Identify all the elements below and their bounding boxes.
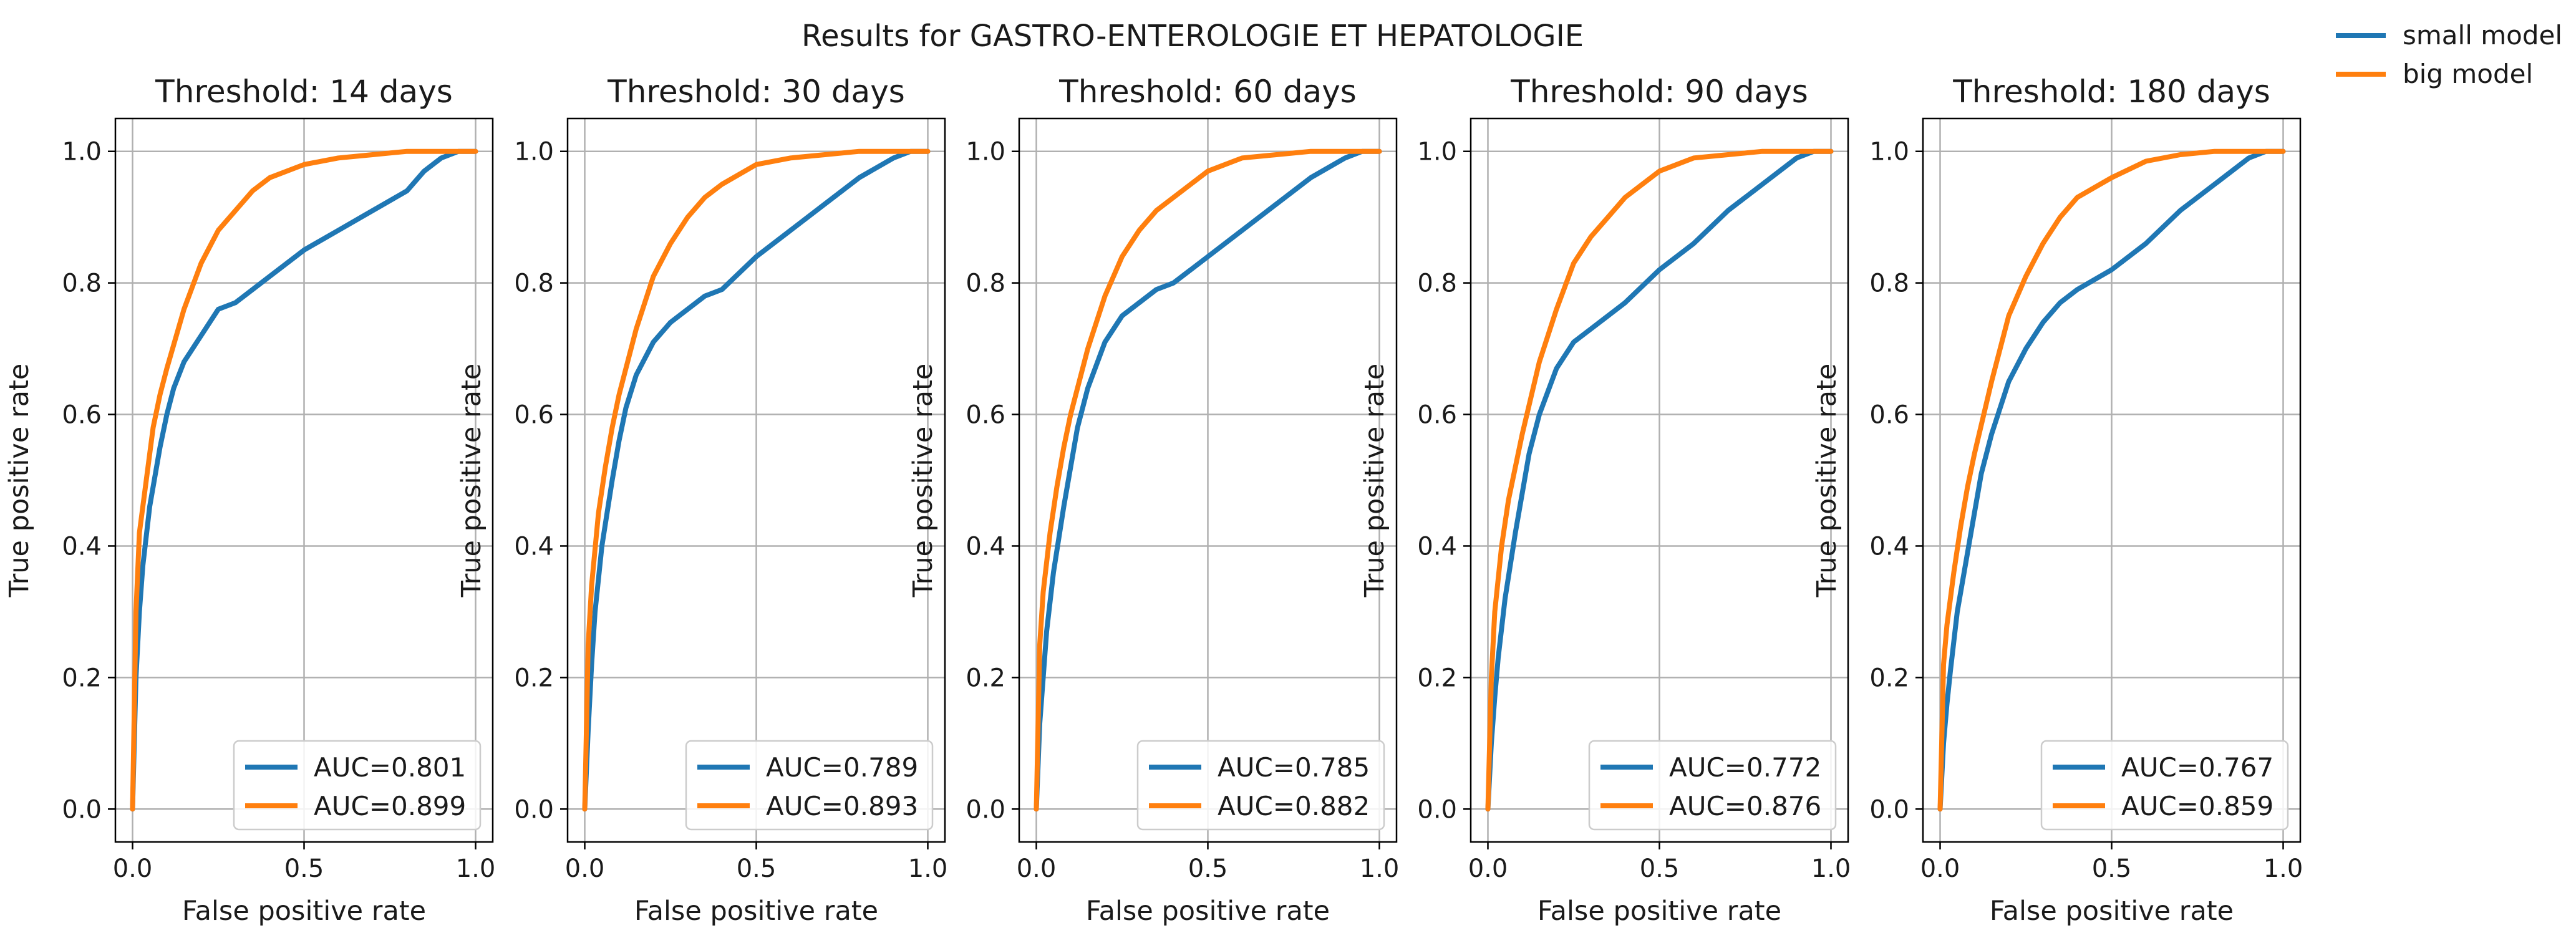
x-axis-label: False positive rate	[1086, 896, 1330, 927]
panel-title: Threshold: 90 days	[1510, 74, 1808, 110]
panel-title: Threshold: 14 days	[155, 74, 453, 110]
x-axis-label: False positive rate	[634, 896, 878, 927]
big-model-roc-line	[582, 148, 931, 812]
x-tick-label: 1.0	[1360, 854, 1400, 883]
y-tick-label: 1.0	[62, 138, 102, 167]
y-tick-label: 0.0	[514, 795, 554, 824]
small-model-roc-line	[130, 148, 478, 812]
panel-legend-label: AUC=0.893	[766, 791, 918, 821]
figure-legend: small model big model	[2336, 20, 2562, 89]
x-tick-label: 0.5	[2092, 854, 2132, 883]
big-model-roc-line	[1937, 148, 2286, 812]
y-tick-label: 0.2	[1869, 664, 1909, 692]
y-tick-label: 0.4	[514, 532, 554, 561]
y-tick-label: 0.4	[1417, 532, 1457, 561]
x-tick-label: 0.0	[113, 854, 153, 883]
y-axis-label: True positive rate	[456, 364, 487, 598]
big-model-roc-line	[130, 148, 478, 812]
y-tick-label: 0.2	[966, 664, 1005, 692]
x-tick-label: 0.5	[284, 854, 324, 883]
y-axis-label: True positive rate	[1811, 364, 1842, 598]
y-tick-label: 1.0	[966, 138, 1005, 167]
y-tick-label: 0.8	[1869, 269, 1909, 298]
x-tick-label: 1.0	[456, 854, 496, 883]
panel-legend-label: AUC=0.767	[2121, 752, 2273, 783]
x-tick-label: 0.5	[1188, 854, 1228, 883]
small-model-roc-line	[1937, 148, 2286, 812]
panel-legend-label: AUC=0.899	[314, 791, 466, 821]
panel-legend: AUC=0.772 AUC=0.876	[1588, 740, 1837, 831]
roc-panel: 0.0 0.5 1.0 0.0 0.2 0.4 0.6 0.8 1.0 Threshold: 90…	[1359, 74, 1851, 927]
y-tick-label: 0.4	[62, 532, 102, 561]
x-tick-label: 0.0	[1017, 854, 1057, 883]
small-model-roc-line	[1034, 148, 1382, 812]
panels: 0.0 0.5 1.0 0.0 0.2 0.4 0.6 0.8 1.0 Threshold: 14…	[4, 74, 2303, 927]
roc-panel: 0.0 0.5 1.0 0.0 0.2 0.4 0.6 0.8 1.0 Threshold: 18…	[1811, 74, 2303, 927]
figure-legend-label: small model	[2403, 20, 2562, 51]
x-axis-label: False positive rate	[1990, 896, 2234, 927]
panel-legend-label: AUC=0.785	[1218, 752, 1370, 783]
roc-panel: 0.0 0.5 1.0 0.0 0.2 0.4 0.6 0.8 1.0 Threshold: 60…	[908, 74, 1399, 927]
x-tick-label: 0.0	[1468, 854, 1508, 883]
y-tick-label: 0.6	[62, 401, 102, 430]
y-tick-label: 0.4	[1869, 532, 1909, 561]
panel-title: Threshold: 180 days	[1952, 74, 2270, 110]
x-tick-label: 0.5	[737, 854, 777, 883]
roc-panel: 0.0 0.5 1.0 0.0 0.2 0.4 0.6 0.8 1.0 Threshold: 14…	[4, 74, 495, 927]
y-tick-label: 0.8	[966, 269, 1005, 298]
y-tick-label: 1.0	[1869, 138, 1909, 167]
y-tick-label: 0.0	[1417, 795, 1457, 824]
y-tick-label: 0.6	[1869, 401, 1909, 430]
y-axis-label: True positive rate	[1359, 364, 1390, 598]
y-tick-label: 0.4	[966, 532, 1005, 561]
y-tick-label: 0.6	[966, 401, 1005, 430]
figure-legend-label: big model	[2403, 59, 2533, 89]
small-model-roc-line	[582, 148, 931, 812]
panel-legend-label: AUC=0.772	[1669, 752, 1821, 783]
y-tick-label: 0.0	[62, 795, 102, 824]
y-tick-label: 0.6	[514, 401, 554, 430]
y-axis-label: True positive rate	[908, 364, 939, 598]
y-tick-label: 0.2	[1417, 664, 1457, 692]
panel-legend: AUC=0.801 AUC=0.899	[233, 740, 482, 831]
y-tick-label: 0.8	[514, 269, 554, 298]
panel-legend-label: AUC=0.801	[314, 752, 466, 783]
y-tick-label: 1.0	[514, 138, 554, 167]
x-tick-label: 0.5	[1640, 854, 1680, 883]
panel-legend-label: AUC=0.859	[2121, 791, 2273, 821]
panel-legend-label: AUC=0.876	[1669, 791, 1821, 821]
x-axis-label: False positive rate	[1537, 896, 1781, 927]
y-axis-label: True positive rate	[4, 364, 35, 598]
roc-panel: 0.0 0.5 1.0 0.0 0.2 0.4 0.6 0.8 1.0 Threshold: 30…	[456, 74, 947, 927]
x-tick-label: 0.0	[1920, 854, 1960, 883]
big-model-roc-line	[1034, 148, 1382, 812]
y-tick-label: 0.2	[62, 664, 102, 692]
panel-legend: AUC=0.767 AUC=0.859	[2040, 740, 2289, 831]
x-axis-label: False positive rate	[182, 896, 426, 927]
big-model-roc-line	[1485, 148, 1834, 812]
y-tick-label: 0.8	[1417, 269, 1457, 298]
x-tick-label: 1.0	[908, 854, 948, 883]
small-model-roc-line	[1485, 148, 1834, 812]
panel-title: Threshold: 30 days	[607, 74, 905, 110]
x-tick-label: 0.0	[565, 854, 605, 883]
y-tick-label: 0.8	[62, 269, 102, 298]
y-tick-label: 0.6	[1417, 401, 1457, 430]
panel-title: Threshold: 60 days	[1058, 74, 1357, 110]
panel-legend-label: AUC=0.789	[766, 752, 918, 783]
y-tick-label: 0.0	[966, 795, 1005, 824]
panel-legend: AUC=0.785 AUC=0.882	[1136, 740, 1385, 831]
y-tick-label: 0.2	[514, 664, 554, 692]
panel-legend: AUC=0.789 AUC=0.893	[685, 740, 934, 831]
y-tick-label: 0.0	[1869, 795, 1909, 824]
panel-legend-label: AUC=0.882	[1218, 791, 1370, 821]
y-tick-label: 1.0	[1417, 138, 1457, 167]
x-tick-label: 1.0	[1811, 854, 1851, 883]
figure-title: Results for GASTRO-ENTEROLOGIE ET HEPATO…	[801, 19, 1584, 54]
x-tick-label: 1.0	[2264, 854, 2303, 883]
